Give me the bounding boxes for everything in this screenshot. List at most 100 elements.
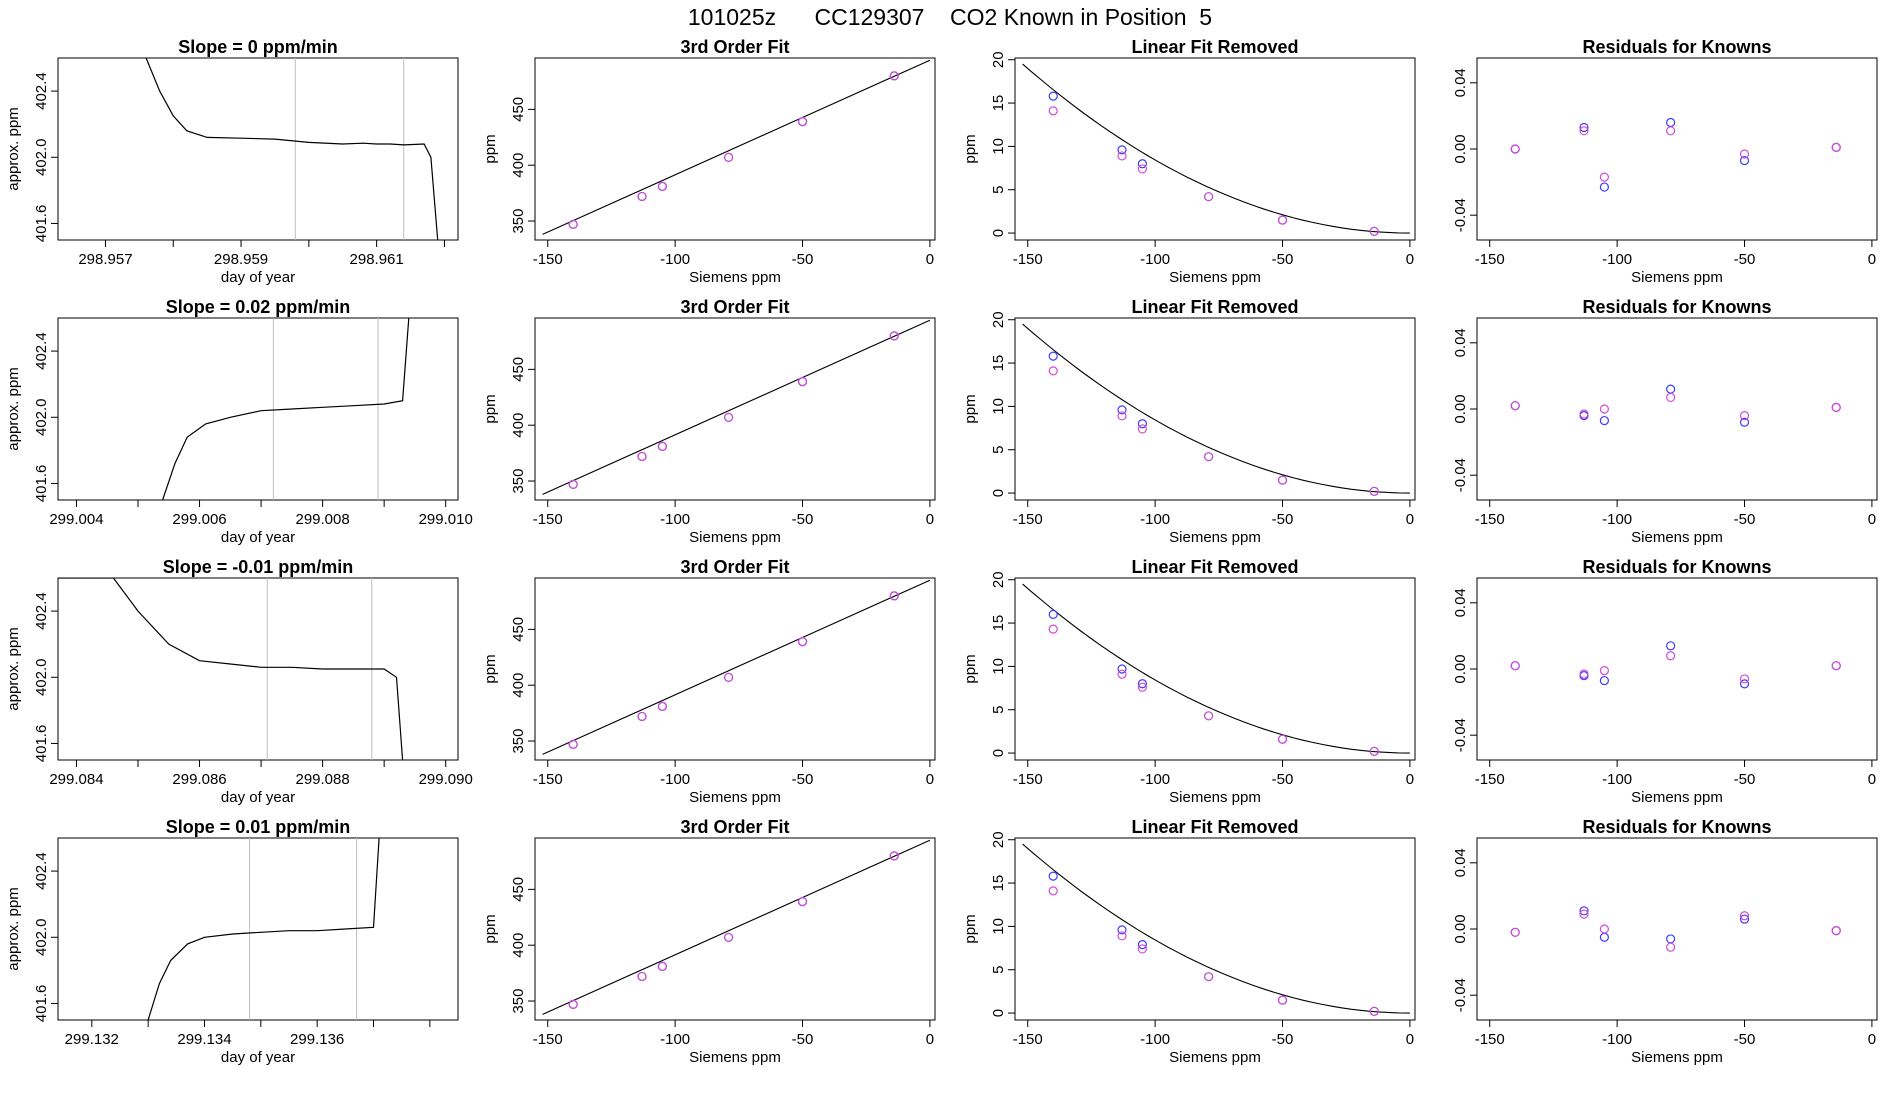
x-tick-label: -100 [660,771,690,788]
y-tick-label: 450 [510,357,527,382]
x-tick-label: -150 [1013,251,1043,268]
data-point-blue [1739,155,1750,166]
fit-curve [1022,63,1410,234]
x-tick-label: -50 [1272,251,1294,268]
x-tick-label: 0 [1406,511,1414,528]
data-point-magenta [889,71,899,81]
data-point-magenta [1579,126,1589,136]
x-tick-label: 298.957 [78,251,132,268]
plot-area [542,59,931,235]
y-tick-label: 401.6 [33,465,50,503]
data-point-magenta [1599,404,1609,414]
plot-area [1510,117,1841,192]
y-tick-label: 20 [990,51,1007,68]
panel-title: Slope = 0 ppm/min [178,37,338,57]
data-point-magenta [1137,682,1147,692]
x-axis-label: Siemens ppm [689,789,781,806]
panel-title: Slope = 0.02 ppm/min [166,297,351,317]
data-point-magenta [724,932,734,942]
data-point-blue [1117,664,1127,674]
x-tick-label: -150 [1475,251,1505,268]
y-tick-label: 402.4 [33,72,50,110]
plot-area [147,838,380,1020]
x-tick-label: -100 [1140,251,1170,268]
y-tick-label: -0.04 [1452,718,1469,752]
panel-title: Linear Fit Removed [1131,557,1298,577]
data-point-magenta [1137,944,1147,954]
y-tick-label: 350 [510,209,527,234]
fit-curve [542,59,931,235]
data-point-blue [1599,675,1609,686]
x-tick-label: 299.136 [290,1031,344,1048]
panel-title: Slope = 0.01 ppm/min [166,817,351,837]
plot-frame [1476,577,1878,761]
x-axis-label: day of year [221,269,295,286]
data-point-magenta [724,672,734,682]
x-tick-label: -100 [1602,1031,1632,1048]
x-tick-label: 0 [926,251,934,268]
x-axis-label: Siemens ppm [1169,529,1261,546]
plot-frame [57,317,459,501]
x-tick-label: -150 [1013,771,1043,788]
y-tick-label: 20 [990,571,1007,588]
data-point-magenta [797,117,808,127]
panel-2-2: 3rd Order Fit -150 -100 -50 0 Siemens ppm 350 4… [482,297,936,546]
y-tick-label: 5 [990,446,1007,454]
data-point-magenta [1117,151,1127,161]
plot-area [1022,63,1410,236]
data-point-magenta [1277,215,1288,225]
y-tick-label: 5 [990,966,1007,974]
data-point-magenta [1277,475,1288,485]
x-tick-label: -150 [533,1031,563,1048]
plot-area [1022,583,1410,756]
y-tick-label: 400 [510,933,527,958]
data-point-magenta [724,152,734,162]
data-point-blue [1117,405,1127,415]
panel-1-4: Residuals for Knowns -150 -100 -50 0 Siemens … [1452,37,1878,286]
panel-title: 3rd Order Fit [680,817,789,837]
y-axis-label: ppm [482,394,499,423]
y-tick-label: 350 [510,469,527,494]
y-tick-label: 0.00 [1452,654,1469,683]
x-axis-label: Siemens ppm [689,1049,781,1066]
x-tick-label: 0 [1868,511,1876,528]
y-axis-label: ppm [962,914,979,943]
data-point-magenta [1831,142,1841,152]
data-point-magenta [657,701,667,712]
y-axis-label: approx. ppm [5,107,22,190]
fit-curve [542,579,931,755]
y-tick-label: 15 [990,615,1007,632]
data-point-magenta [1579,909,1589,919]
plot-area [1510,384,1841,427]
data-point-blue [1137,419,1147,429]
x-axis-label: Siemens ppm [1631,789,1723,806]
panel-3-1: Slope = -0.01 ppm/min 299.084 299.086 299.0… [5,557,473,806]
data-point-magenta [1369,746,1379,756]
panel-4-2: 3rd Order Fit -150 -100 -50 0 Siemens ppm 350 4… [482,817,936,1066]
data-point-magenta [1510,144,1520,154]
x-tick-label: 299.132 [65,1031,119,1048]
data-point-blue [1739,417,1750,427]
x-axis-label: day of year [221,789,295,806]
data-point-magenta [1510,661,1520,671]
data-point-magenta [1048,106,1058,116]
data-point-magenta [1579,669,1589,679]
x-tick-label: 0 [1868,1031,1876,1048]
x-axis-label: Siemens ppm [1169,789,1261,806]
plot-frame [1014,577,1416,761]
plot-area [58,578,404,760]
x-tick-label: -150 [1013,1031,1043,1048]
panel-title: 3rd Order Fit [680,297,789,317]
data-point-blue [1599,932,1609,942]
x-tick-label: -100 [660,511,690,528]
y-tick-label: 400 [510,673,527,698]
data-point-magenta [1739,149,1750,159]
y-axis-label: approx. ppm [5,887,22,970]
data-point-magenta [1831,661,1841,671]
panel-title: Residuals for Knowns [1582,557,1771,577]
plot-area [145,58,439,240]
y-axis-label: ppm [962,394,979,423]
y-tick-label: 15 [990,875,1007,892]
x-tick-label: 0 [1868,251,1876,268]
panel-1-1: Slope = 0 ppm/min 298.957 298.959 298.961 da… [5,37,459,286]
